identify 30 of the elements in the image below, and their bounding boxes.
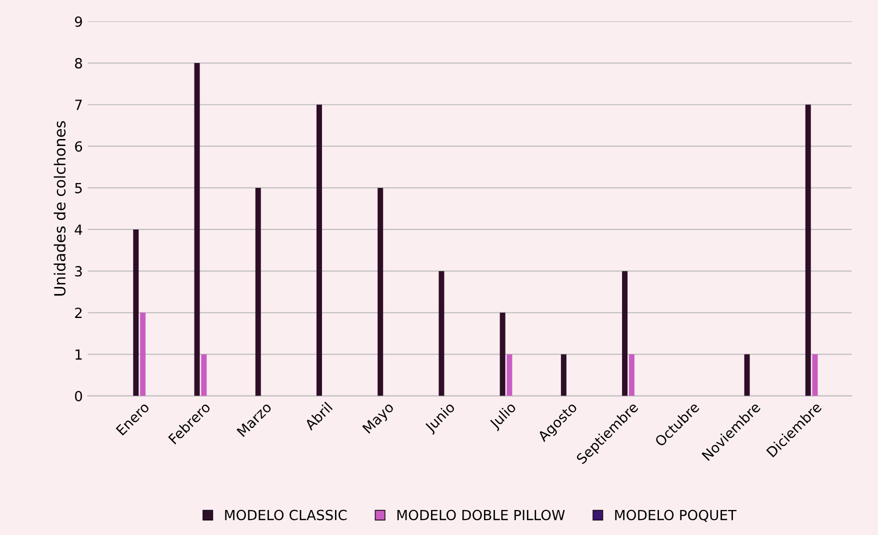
bar — [194, 63, 200, 396]
bar — [812, 354, 818, 396]
bar — [201, 354, 207, 396]
legend-label: MODELO DOBLE PILLOW — [397, 510, 565, 520]
y-tick-label: 7 — [75, 100, 82, 110]
bar — [500, 312, 506, 396]
y-tick-label: 2 — [75, 308, 82, 318]
y-axis-title: Unidades de colchones — [54, 121, 66, 296]
y-tick-label: 3 — [75, 266, 82, 277]
bar — [133, 229, 139, 396]
bar — [378, 188, 384, 396]
bar — [805, 104, 811, 396]
bar — [140, 312, 146, 396]
bar — [316, 104, 322, 396]
bar — [628, 354, 634, 396]
y-tick-label: 0 — [75, 390, 82, 402]
y-tick-label: 6 — [75, 141, 82, 152]
bar — [622, 271, 628, 396]
y-tick-label: 5 — [75, 182, 82, 194]
bar — [560, 354, 566, 396]
bar — [506, 354, 512, 396]
legend-label: MODELO POQUET — [615, 510, 737, 522]
y-tick-label: 9 — [74, 16, 82, 27]
y-tick-label: 4 — [74, 224, 82, 235]
bar — [438, 271, 444, 396]
y-tick-label: 8 — [75, 58, 82, 68]
bar — [255, 188, 261, 396]
legend-label: MODELO CLASSIC — [225, 510, 347, 520]
y-tick-label: 1 — [76, 349, 82, 360]
bar — [744, 354, 750, 396]
